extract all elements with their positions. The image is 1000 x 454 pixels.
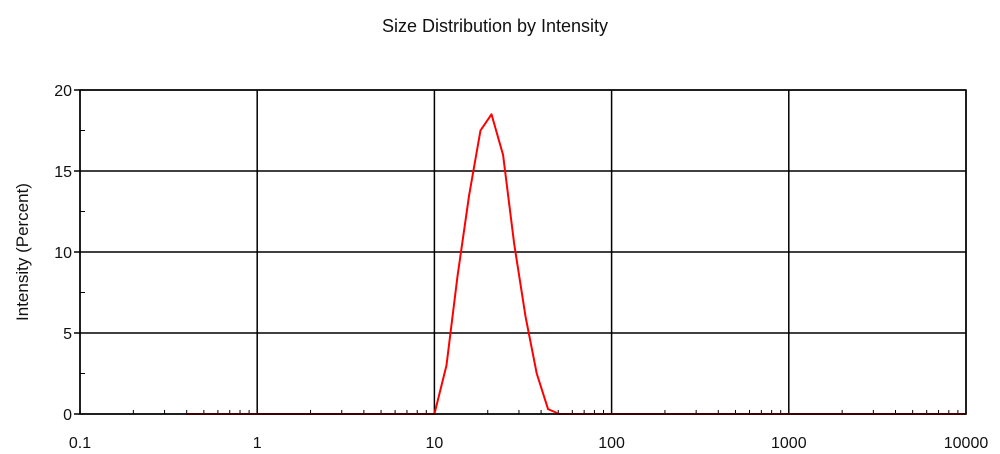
series-line-0 — [186, 113, 966, 415]
x-tick-label-5: 10000 — [944, 435, 989, 452]
x-tick-label-0: 0.1 — [69, 435, 91, 452]
series-layer — [185, 113, 967, 415]
plot-frame — [79, 89, 967, 415]
data-point — [456, 275, 459, 278]
y-tick-label-3: 15 — [54, 164, 72, 181]
y-tick-label-0: 0 — [63, 407, 72, 424]
data-point — [502, 154, 504, 156]
x-tick-label-1: 1 — [253, 435, 262, 452]
x-tick-label-4: 1000 — [771, 435, 807, 452]
chart-title: Size Distribution by Intensity — [382, 16, 608, 36]
y-axis-label: Intensity (Percent) — [13, 183, 32, 321]
data-point — [535, 372, 538, 375]
data-point — [524, 316, 527, 318]
x-tick-label-3: 100 — [598, 435, 625, 452]
grid-layer — [79, 89, 967, 415]
data-point — [468, 194, 470, 197]
data-point — [547, 408, 549, 410]
x-tick-label-2: 10 — [426, 435, 444, 452]
y-tick-label-1: 5 — [63, 326, 72, 343]
y-tick-label-4: 20 — [54, 83, 72, 100]
labels-layer: 0.1 1 10 100 1000 10000 0 5 10 15 20 — [54, 83, 988, 452]
data-point — [513, 243, 515, 245]
data-point — [445, 364, 448, 367]
data-point — [490, 113, 493, 116]
y-tick-label-2: 10 — [54, 245, 72, 262]
data-point — [479, 129, 482, 132]
